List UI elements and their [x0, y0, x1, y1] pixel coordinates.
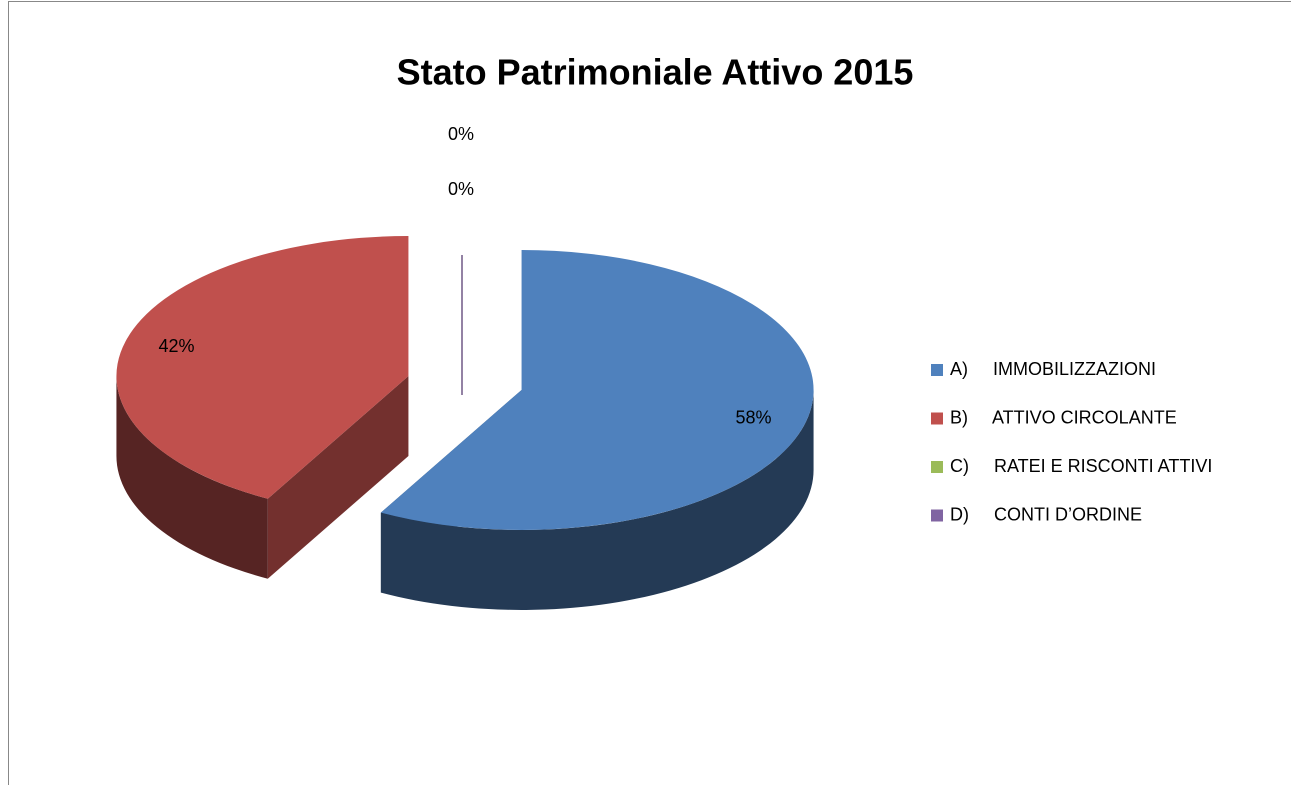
chart-border	[8, 1, 1291, 785]
data-label: 0%	[448, 179, 474, 199]
legend-label: B) ATTIVO CIRCOLANTE	[950, 407, 1177, 427]
legend-label: C) RATEI E RISCONTI ATTIVI	[950, 456, 1212, 476]
data-label: 58%	[735, 407, 771, 427]
chart-title: Stato Patrimoniale Attivo 2015	[397, 52, 914, 93]
slice	[380, 249, 814, 530]
legend-swatch	[931, 461, 943, 473]
legend-swatch	[931, 412, 943, 425]
legend-label: A) IMMOBILIZZAZIONI	[950, 359, 1156, 379]
legend-label: D) CONTI D’ORDINE	[950, 504, 1142, 524]
legend-swatch	[931, 364, 943, 376]
data-label: 42%	[159, 336, 195, 356]
data-label: 0%	[448, 124, 474, 144]
slice-outer-side	[116, 376, 268, 579]
slice-cut-side	[267, 376, 409, 579]
legend-swatch	[931, 509, 943, 522]
slice	[116, 236, 409, 499]
slice-outer-side	[380, 389, 814, 610]
